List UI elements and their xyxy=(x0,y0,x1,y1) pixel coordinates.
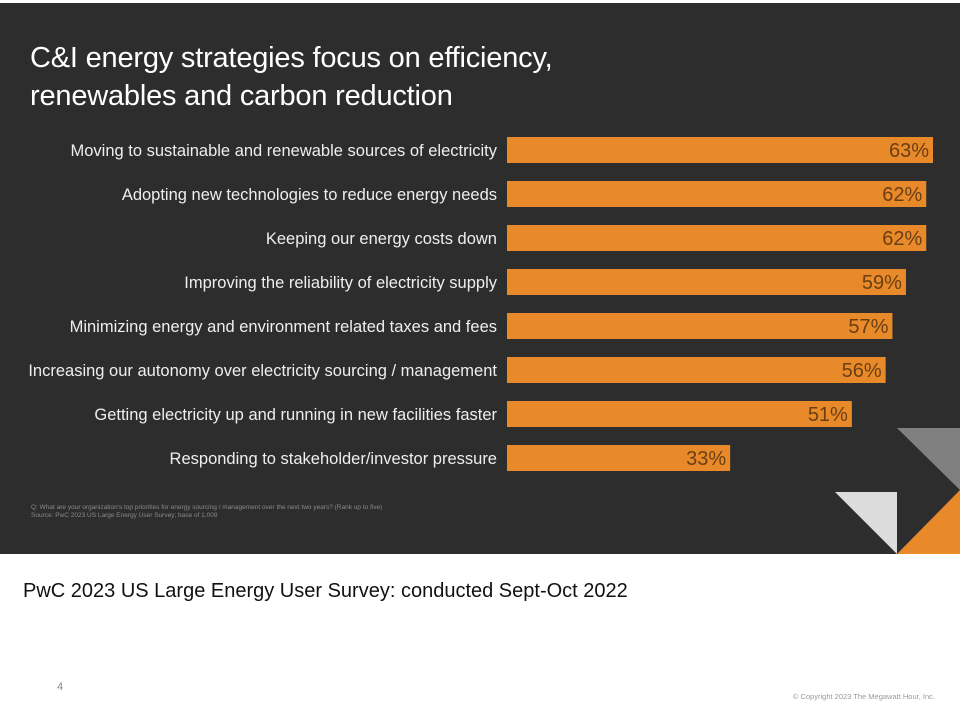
value-label: 56% xyxy=(842,360,882,382)
value-label: 33% xyxy=(686,448,726,470)
slide-panel: C&I energy strategies focus on efficienc… xyxy=(0,3,960,554)
corner-decoration xyxy=(835,428,960,554)
bar xyxy=(507,137,933,163)
survey-caption: PwC 2023 US Large Energy User Survey: co… xyxy=(23,580,628,602)
slide-title: C&I energy strategies focus on efficienc… xyxy=(30,39,730,115)
bar xyxy=(507,225,927,251)
category-label: Adopting new technologies to reduce ener… xyxy=(122,186,497,204)
value-label: 62% xyxy=(882,228,922,250)
bar xyxy=(507,313,893,339)
footnote-source: Source: PwC 2023 US Large Energy User Su… xyxy=(31,512,218,519)
value-label: 57% xyxy=(848,316,888,338)
category-label: Increasing our autonomy over electricity… xyxy=(28,362,497,380)
grey-triangle-decoration xyxy=(897,428,960,490)
orange-triangle-decoration xyxy=(897,490,960,554)
value-label: 51% xyxy=(808,404,848,426)
copyright-notice: © Copyright 2023 The Megawatt Hour, Inc. xyxy=(792,692,935,701)
category-label: Keeping our energy costs down xyxy=(266,230,497,248)
value-label: 62% xyxy=(882,184,922,206)
title-line-2: renewables and carbon reduction xyxy=(30,80,453,112)
page-number: 4 xyxy=(57,681,64,693)
category-label: Getting electricity up and running in ne… xyxy=(94,406,497,424)
bars-layer: Moving to sustainable and renewable sour… xyxy=(28,137,933,471)
bar-chart: Moving to sustainable and renewable sour… xyxy=(28,137,960,554)
value-label: 63% xyxy=(889,140,929,162)
bar xyxy=(507,269,906,295)
bar xyxy=(507,401,852,427)
category-label: Moving to sustainable and renewable sour… xyxy=(71,142,498,160)
light-triangle-decoration xyxy=(835,492,897,554)
footnote: Q: What are your organization's top prio… xyxy=(31,504,382,520)
bar xyxy=(507,357,886,383)
category-label: Improving the reliability of electricity… xyxy=(184,274,497,292)
category-label: Responding to stakeholder/investor press… xyxy=(170,450,497,468)
footnote-question: Q: What are your organization's top prio… xyxy=(31,504,383,511)
bar xyxy=(507,445,731,471)
bar xyxy=(507,181,927,207)
value-label: 59% xyxy=(862,272,902,294)
title-line-1: C&I energy strategies focus on efficienc… xyxy=(30,42,553,74)
category-label: Minimizing energy and environment relate… xyxy=(70,318,497,336)
